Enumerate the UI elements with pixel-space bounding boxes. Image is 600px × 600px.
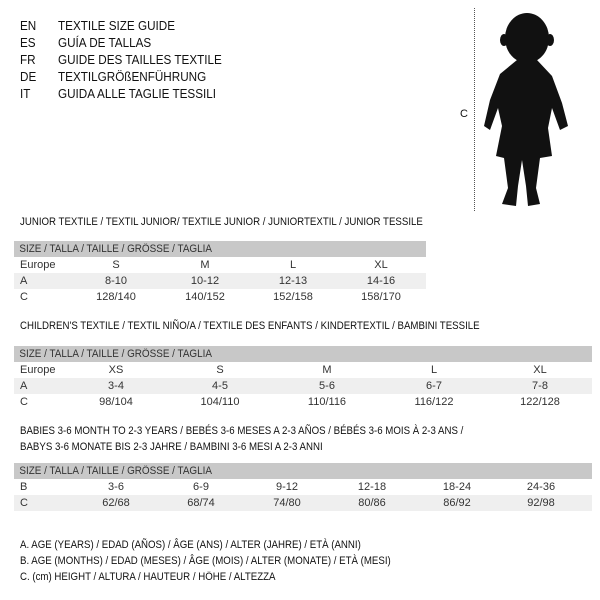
table-cell: XL <box>533 364 547 376</box>
table-cell: L <box>289 259 297 271</box>
table-cell: 8-10 <box>104 275 128 287</box>
table-cell: M <box>200 259 210 271</box>
table-cell: 14-16 <box>366 275 396 287</box>
row-label: C <box>20 396 28 408</box>
table-cell: 24-36 <box>526 481 556 493</box>
legend-item: C. (cm) HEIGHT / ALTURA / HAUTEUR / HÖHE… <box>20 571 276 583</box>
language-guide-name: GUIDE DES TAILLES TEXTILE <box>58 52 222 67</box>
table-row: A 8-10 10-12 12-13 14-16 <box>14 273 426 289</box>
row-label: A <box>20 275 28 287</box>
table-cell: 80/86 <box>358 497 386 509</box>
table-cell: 116/122 <box>414 396 454 408</box>
table-cell: 62/68 <box>102 497 130 509</box>
table-row: C 62/68 68/74 74/80 80/86 86/92 92/98 <box>14 495 592 511</box>
table-cell: 110/116 <box>307 396 347 408</box>
row-label: A <box>20 380 28 392</box>
babies-size-table: SIZE / TALLA / TAILLE / GRÖSSE / TAGLIA B… <box>14 463 592 511</box>
table-cell: XL <box>374 259 388 271</box>
table-cell: 128/140 <box>96 291 136 303</box>
height-measure-line <box>474 8 475 211</box>
table-cell: 140/152 <box>185 291 225 303</box>
table-row: B 3-6 6-9 9-12 12-18 18-24 24-36 <box>14 479 592 495</box>
junior-size-table: SIZE / TALLA / TAILLE / GRÖSSE / TAGLIA E… <box>14 241 426 305</box>
language-guide-name: TEXTILE SIZE GUIDE <box>58 18 176 33</box>
legend-item: B. AGE (MONTHS) / EDAD (MESES) / ÂGE (MO… <box>20 555 391 567</box>
table-cell: 74/80 <box>273 497 301 509</box>
table-cell: 158/170 <box>361 291 401 303</box>
table-cell: XS <box>108 364 124 376</box>
table-cell: 68/74 <box>187 497 215 509</box>
table-cell: 12-13 <box>278 275 308 287</box>
language-guide-name: GUÍA DE TALLAS <box>58 35 152 50</box>
table-header: SIZE / TALLA / TAILLE / GRÖSSE / TAGLIA <box>14 346 592 362</box>
table-cell: 152/158 <box>273 291 313 303</box>
table-cell: S <box>216 364 224 376</box>
language-code: FR <box>20 52 36 67</box>
table-cell: 9-12 <box>275 481 299 493</box>
children-size-table: SIZE / TALLA / TAILLE / GRÖSSE / TAGLIA E… <box>14 346 592 410</box>
table-cell: 10-12 <box>190 275 220 287</box>
table-cell: 6-7 <box>426 380 442 392</box>
language-guide-name: TEXTILGRÖßENFÜHRUNG <box>58 69 207 84</box>
table-cell: 18-24 <box>442 481 472 493</box>
table-cell: 3-4 <box>108 380 124 392</box>
row-label: C <box>20 291 28 303</box>
table-row: C 98/104 104/110 110/116 116/122 122/128 <box>14 394 592 410</box>
table-cell: M <box>322 364 332 376</box>
legend-item: A. AGE (YEARS) / EDAD (AÑOS) / ÂGE (ANS)… <box>20 539 361 551</box>
table-row: A 3-4 4-5 5-6 6-7 7-8 <box>14 378 592 394</box>
junior-title: JUNIOR TEXTILE / TEXTIL JUNIOR/ TEXTILE … <box>20 216 423 228</box>
table-row: C 128/140 140/152 152/158 158/170 <box>14 289 426 305</box>
table-cell: 6-9 <box>193 481 209 493</box>
table-cell: 3-6 <box>108 481 124 493</box>
child-silhouette-icon <box>484 13 568 206</box>
table-header: SIZE / TALLA / TAILLE / GRÖSSE / TAGLIA <box>14 241 426 257</box>
table-cell: L <box>430 364 438 376</box>
table-cell: S <box>112 259 120 271</box>
row-label: C <box>20 497 28 509</box>
table-header: SIZE / TALLA / TAILLE / GRÖSSE / TAGLIA <box>14 463 592 479</box>
row-label: Europe <box>20 364 56 376</box>
table-cell: 12-18 <box>357 481 387 493</box>
height-label: C <box>460 108 468 120</box>
table-cell: 7-8 <box>532 380 548 392</box>
row-label: Europe <box>20 259 56 271</box>
table-row: Europe XS S M L XL <box>14 362 592 378</box>
language-code: IT <box>20 86 31 101</box>
babies-title-line-1: BABIES 3-6 MONTH TO 2-3 YEARS / BEBÉS 3-… <box>20 425 464 437</box>
table-cell: 104/110 <box>200 396 240 408</box>
table-cell: 86/92 <box>443 497 471 509</box>
language-code: ES <box>20 35 36 50</box>
table-cell: 4-5 <box>212 380 228 392</box>
table-cell: 5-6 <box>319 380 335 392</box>
language-guide-name: GUIDA ALLE TAGLIE TESSILI <box>58 86 217 101</box>
row-label: B <box>20 481 28 493</box>
table-row: Europe S M L XL <box>14 257 426 273</box>
babies-title-line-2: BABYS 3-6 MONATE BIS 2-3 JAHRE / BAMBINI… <box>20 441 323 453</box>
children-title: CHILDREN'S TEXTILE / TEXTIL NIÑO/A / TEX… <box>20 320 480 332</box>
table-cell: 98/104 <box>99 396 133 408</box>
table-cell: 92/98 <box>527 497 555 509</box>
table-cell: 122/128 <box>520 396 560 408</box>
language-code: DE <box>20 69 37 84</box>
language-code: EN <box>20 18 37 33</box>
